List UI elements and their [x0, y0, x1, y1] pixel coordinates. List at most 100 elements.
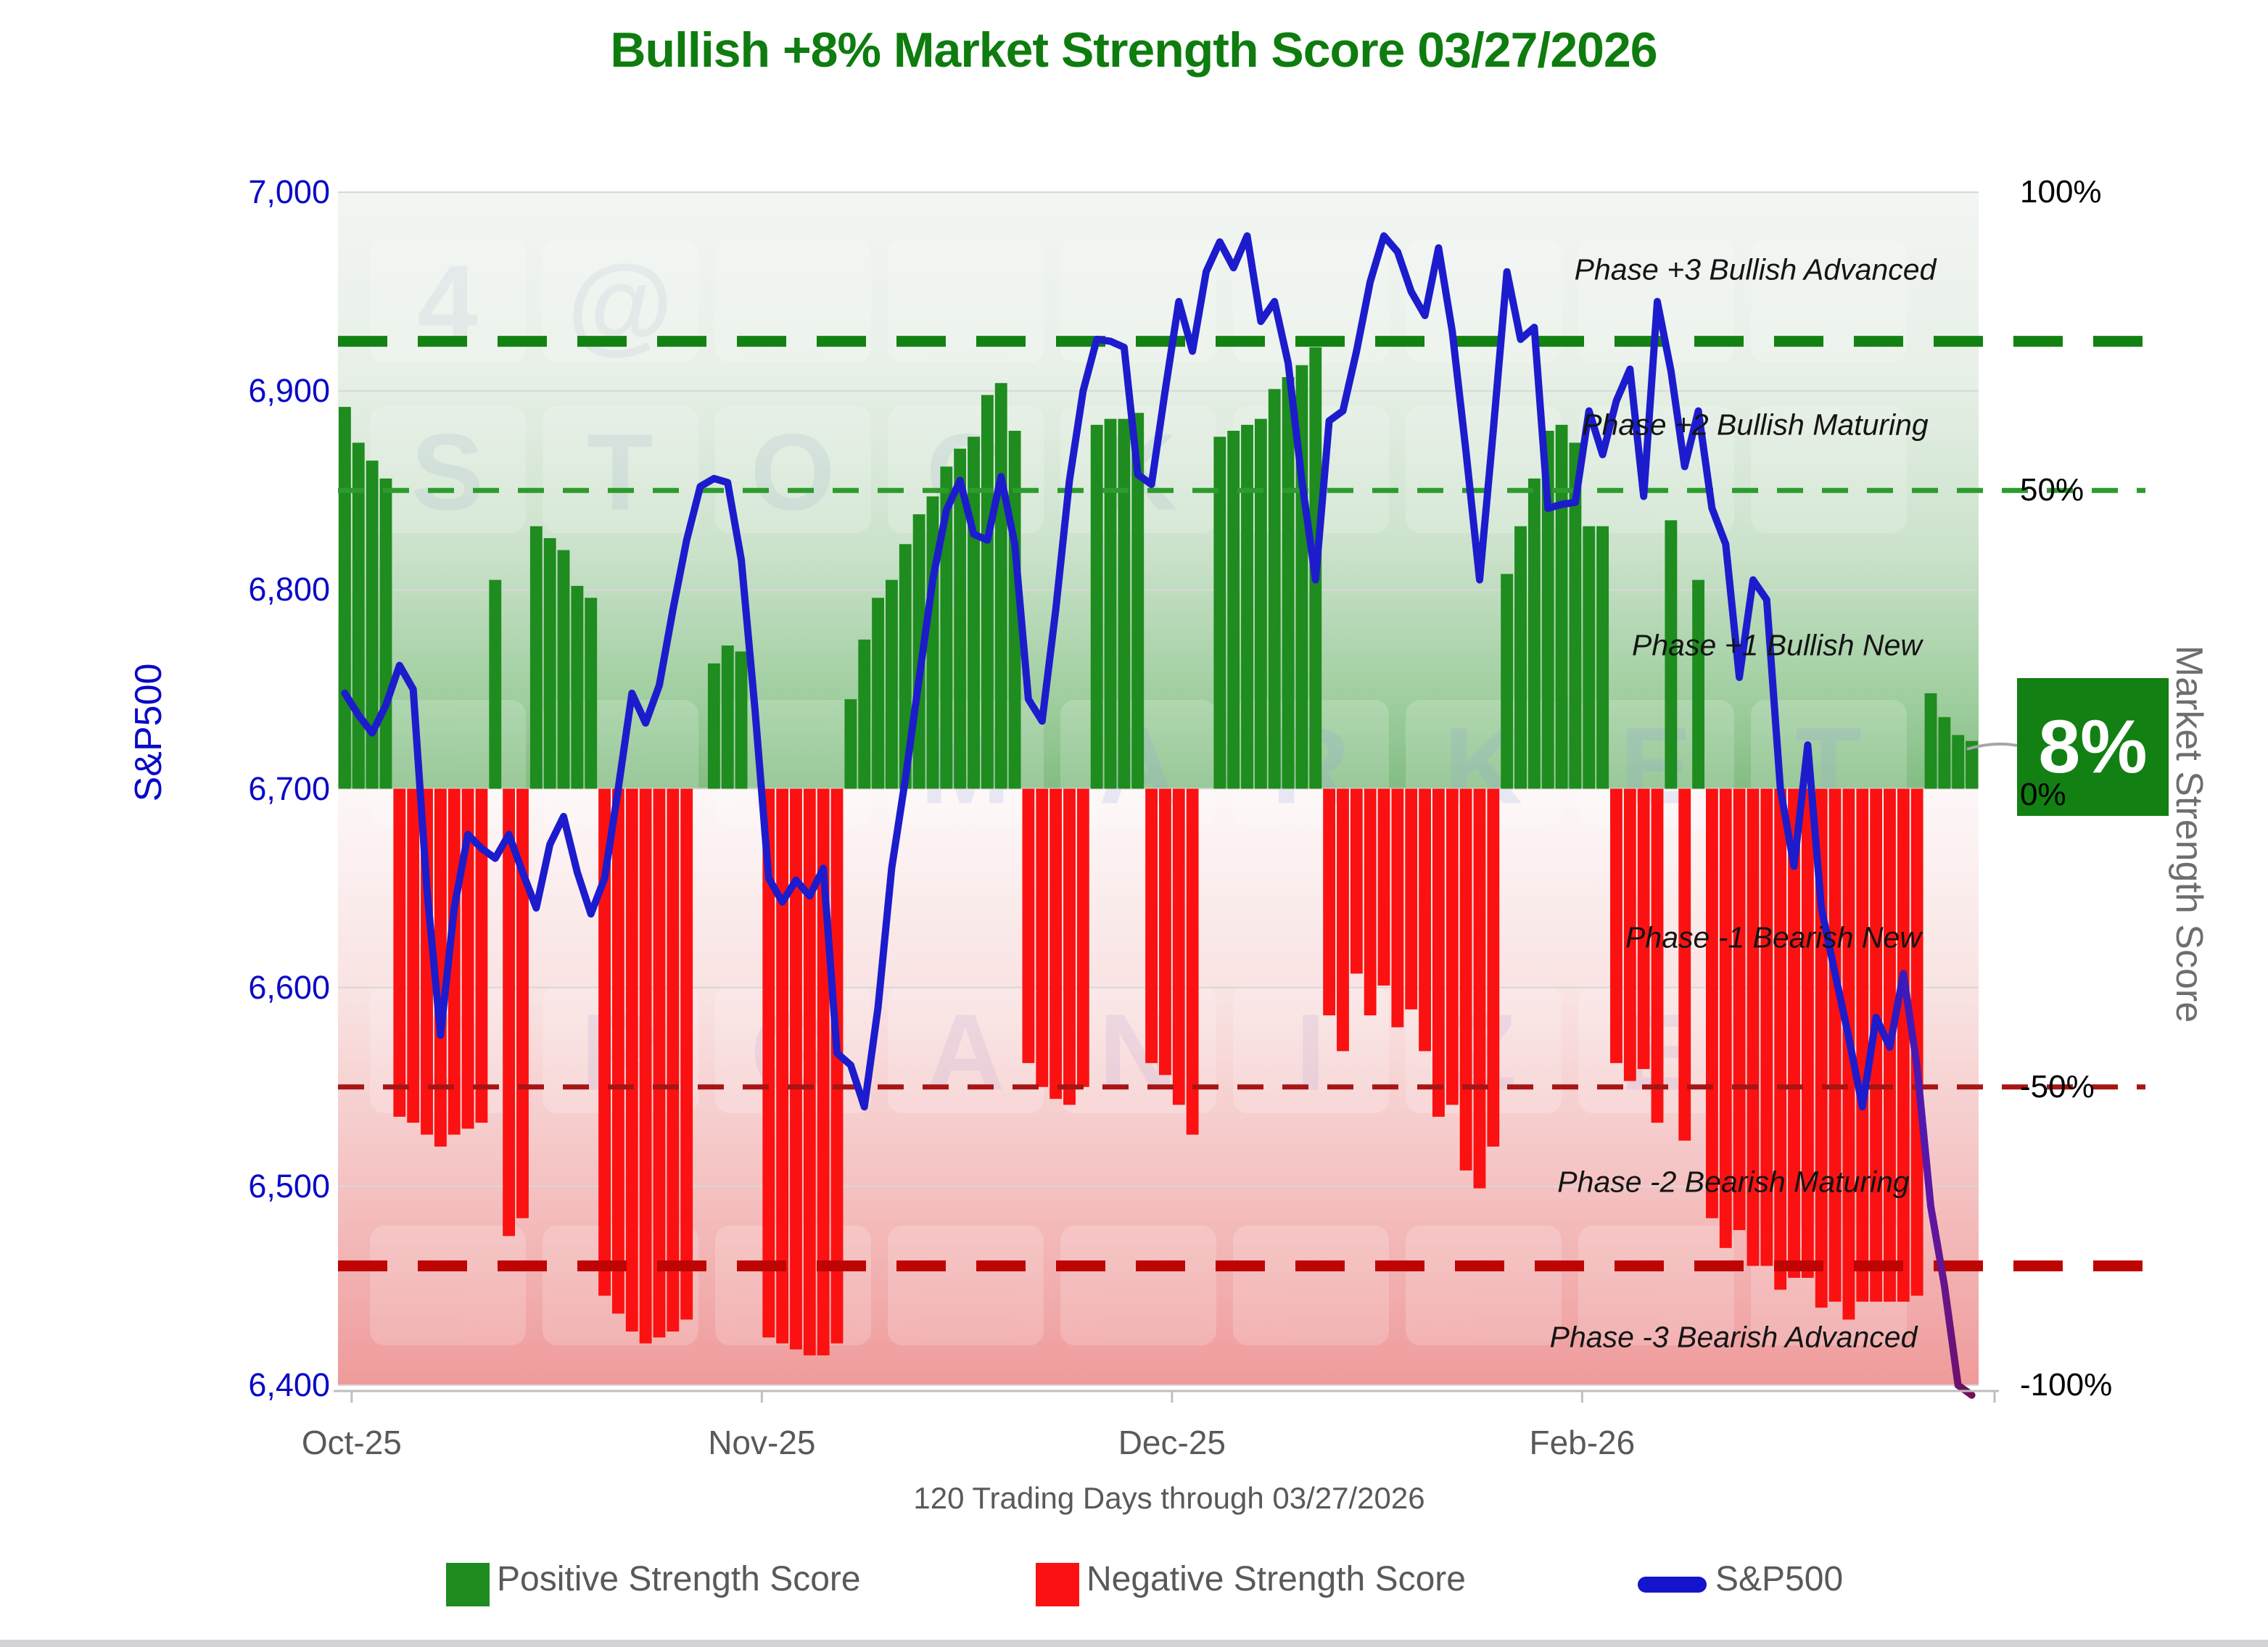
score-bar-day-45	[954, 448, 967, 789]
score-bar-day-59	[1145, 788, 1158, 1063]
score-bar-day-15	[543, 538, 556, 789]
current-score-value: 8%	[2038, 705, 2148, 789]
current-score-badge: 8%	[2017, 678, 2169, 816]
score-bar-day-65	[1227, 431, 1240, 789]
score-bar-day-57	[1118, 418, 1131, 789]
score-bar-day-13	[516, 788, 529, 1218]
score-bar-day-103	[1747, 788, 1760, 1266]
score-bar-day-28	[721, 645, 734, 789]
score-bar-day-105	[1774, 788, 1787, 1290]
score-bar-day-7	[434, 788, 447, 1147]
score-bar-day-24	[667, 788, 680, 1332]
score-bar-day-68	[1268, 389, 1281, 789]
legend-line-swatch	[1638, 1576, 1707, 1593]
phase-label-4: Phase -1 Bearish New	[1625, 920, 1921, 954]
score-bar-day-47	[981, 395, 994, 789]
x-axis-label-Oct-25: Oct-25	[301, 1424, 402, 1461]
strength-score-bars	[339, 347, 1978, 1355]
score-bar-day-78	[1405, 788, 1418, 1010]
score-bar-day-114	[1897, 788, 1910, 1302]
score-bar-day-44	[940, 466, 953, 789]
score-bar-day-104	[1760, 788, 1773, 1266]
legend-item-2: Negative Strength Score	[1036, 1559, 1466, 1606]
score-bar-day-86	[1514, 526, 1527, 789]
svg-text:A: A	[926, 991, 1005, 1113]
svg-text:O: O	[751, 411, 836, 533]
score-bar-day-117	[1938, 717, 1951, 789]
score-bar-day-97	[1665, 520, 1678, 789]
x-axis-label-Nov-25: Nov-25	[708, 1424, 816, 1461]
score-bar-day-77	[1391, 788, 1404, 1028]
score-bar-day-32	[776, 788, 789, 1344]
score-bar-day-67	[1254, 418, 1267, 789]
x-axis-subtitle: 120 Trading Days through 03/27/2026	[913, 1481, 1425, 1515]
score-bar-day-95	[1637, 788, 1650, 1070]
score-bar-day-56	[1104, 418, 1117, 789]
legend-item-1: Positive Strength Score	[446, 1559, 861, 1606]
score-bar-day-18	[585, 598, 598, 789]
score-bar-day-76	[1377, 788, 1390, 986]
left-axis-tick-6900: 6,900	[248, 372, 330, 410]
score-bar-day-66	[1241, 424, 1253, 789]
score-bar-day-61	[1172, 788, 1185, 1105]
score-bar-day-89	[1555, 424, 1568, 789]
svg-text:I: I	[1295, 991, 1326, 1113]
score-bar-day-74	[1350, 788, 1363, 974]
score-bar-day-51	[1036, 788, 1049, 1087]
score-bar-day-75	[1364, 788, 1377, 1016]
score-bar-day-29	[735, 651, 748, 789]
score-bar-day-39	[872, 598, 884, 789]
score-bar-day-85	[1501, 574, 1514, 789]
score-bar-day-119	[1966, 740, 1978, 789]
score-bar-day-106	[1788, 788, 1800, 1278]
score-bar-day-111	[1856, 788, 1869, 1302]
left-axis-tick-6700: 6,700	[248, 769, 330, 807]
score-bar-day-90	[1569, 442, 1582, 789]
phase-label-6: Phase -3 Bearish Advanced	[1549, 1320, 1918, 1354]
score-bar-day-34	[803, 788, 816, 1355]
left-axis-tick-6500: 6,500	[248, 1167, 330, 1205]
score-bar-day-116	[1924, 693, 1937, 789]
score-bar-day-14	[529, 526, 543, 789]
score-bar-day-41	[899, 544, 912, 789]
score-bar-day-69	[1282, 376, 1295, 789]
score-bar-day-96	[1651, 788, 1664, 1123]
score-bar-day-81	[1446, 788, 1459, 1105]
svg-text:S: S	[411, 411, 484, 533]
legend-label: S&P500	[1715, 1560, 1844, 1598]
score-bar-day-55	[1090, 424, 1103, 789]
score-bar-day-11	[489, 579, 502, 789]
score-bar-day-98	[1678, 788, 1691, 1141]
score-bar-day-102	[1733, 788, 1746, 1231]
left-axis-tick-6800: 6,800	[248, 571, 330, 608]
score-bar-day-50	[1022, 788, 1035, 1063]
score-bar-day-60	[1159, 788, 1171, 1076]
score-bar-day-23	[653, 788, 666, 1338]
score-bar-day-82	[1459, 788, 1472, 1171]
phase-label-5: Phase -2 Bearish Maturing	[1557, 1165, 1910, 1199]
score-bar-day-73	[1337, 788, 1349, 1052]
score-bar-day-109	[1828, 788, 1842, 1302]
phase-label-2: Phase +2 Bullish Maturing	[1582, 408, 1929, 442]
score-bar-day-62	[1186, 788, 1199, 1135]
legend: Positive Strength Score Negative Strength…	[0, 1552, 2268, 1617]
score-bar-day-92	[1596, 526, 1609, 789]
svg-text:T: T	[587, 411, 653, 533]
score-bar-day-58	[1131, 413, 1145, 789]
legend-item-3: S&P500	[1638, 1559, 1843, 1599]
sp500-line	[341, 232, 1976, 1399]
score-bar-day-53	[1063, 788, 1076, 1105]
right-axis-tick--100: -100%	[2020, 1367, 2113, 1403]
right-axis-tick-100: 100%	[2020, 174, 2102, 210]
score-bar-day-93	[1610, 788, 1622, 1063]
right-axis-tick--50: -50%	[2020, 1068, 2095, 1105]
legend-label: Positive Strength Score	[497, 1560, 861, 1598]
score-bar-day-10	[475, 788, 488, 1123]
score-bar-day-5	[407, 788, 420, 1123]
score-bar-day-36	[830, 788, 844, 1344]
score-bar-day-84	[1487, 788, 1500, 1147]
score-bar-day-72	[1323, 788, 1336, 1016]
x-axis-label-Feb-26: Feb-26	[1529, 1424, 1636, 1461]
